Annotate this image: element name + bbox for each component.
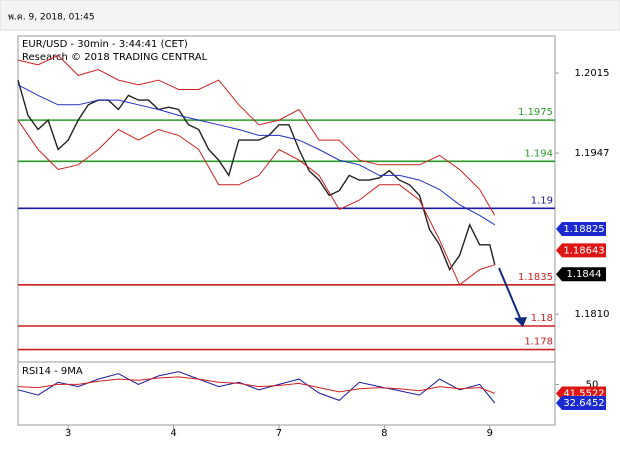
level-label: 1.18 — [531, 313, 553, 324]
price-tag — [556, 221, 606, 236]
price-tag-label: 1.18825 — [563, 224, 604, 235]
price-tag-label: 41.5522 — [563, 388, 604, 399]
x-tick-label: 4 — [170, 428, 176, 439]
chart-title: EUR/USD - 30min - 3:44:41 (CET) — [22, 39, 188, 50]
x-tick-label: 9 — [487, 428, 493, 439]
x-tick-label: 8 — [381, 428, 387, 439]
y-tick-label: 1.1810 — [575, 309, 610, 320]
level-label: 1.194 — [524, 148, 553, 159]
x-tick-label: 7 — [276, 428, 282, 439]
price-tag — [556, 267, 606, 282]
series-line — [17, 84, 496, 226]
chart-subtitle: Research © 2018 TRADING CENTRAL — [22, 52, 208, 63]
plot-layer: 1.1810 1.1947 1.2015 1.1975 1.194 1.19 1.1835 1… — [17, 54, 610, 439]
series-line — [17, 119, 495, 286]
header-bar — [0, 0, 620, 31]
y-tick-label: 1.2015 — [575, 68, 610, 79]
price-tag-label: 1.1844 — [567, 269, 602, 280]
level-label: 1.1835 — [518, 272, 553, 283]
price-tag — [556, 395, 606, 410]
price-tag-label: 32.6452 — [563, 398, 604, 409]
x-tick-label: 3 — [65, 428, 71, 439]
forecast-arrow — [498, 267, 521, 319]
level-label: 1.1975 — [518, 107, 553, 118]
series-line — [17, 371, 496, 404]
price-tag-label: 1.18643 — [563, 245, 604, 256]
timestamp: พ.ค. 9, 2018, 01:45 — [8, 13, 95, 23]
y-tick-label: 50 — [586, 379, 599, 390]
level-label: 1.178 — [524, 337, 553, 348]
price-tag — [556, 243, 606, 258]
series-line — [17, 79, 496, 271]
rsi-title: RSI14 - 9MA — [22, 366, 83, 377]
level-label: 1.19 — [531, 195, 553, 206]
forecast-arrowhead — [514, 317, 527, 327]
y-tick-label: 1.1947 — [575, 148, 610, 159]
plot-frame — [17, 35, 556, 426]
series-line — [17, 54, 496, 216]
series-line — [17, 376, 495, 394]
